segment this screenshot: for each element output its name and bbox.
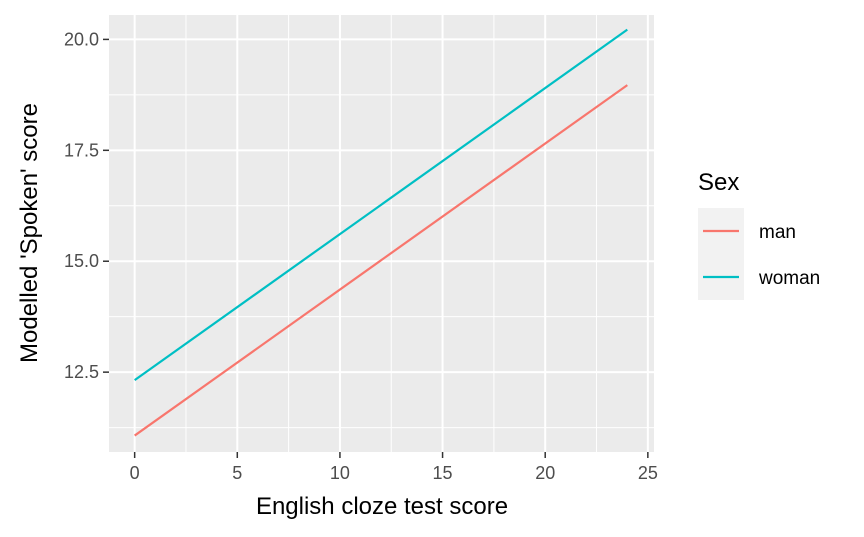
x-axis: 0 5 10 15 20 25 xyxy=(130,452,658,483)
legend-title: Sex xyxy=(698,169,739,196)
legend-label-man: man xyxy=(759,222,796,243)
y-tick-label: 20.0 xyxy=(64,29,99,49)
plot-panel xyxy=(109,15,654,452)
x-tick-label: 15 xyxy=(433,463,453,483)
x-axis-title: English cloze test score xyxy=(256,493,508,520)
y-tick-label: 12.5 xyxy=(64,362,99,382)
series-line-woman xyxy=(134,28,628,382)
legend: Sex man woman xyxy=(698,169,820,300)
series-line-man xyxy=(134,84,628,437)
y-tick-label: 15.0 xyxy=(64,251,99,271)
legend-label-woman: woman xyxy=(758,268,820,289)
y-axis: 12.5 15.0 17.5 20.0 xyxy=(64,29,109,382)
x-tick-label: 25 xyxy=(638,463,658,483)
x-tick-label: 0 xyxy=(130,463,140,483)
x-tick-label: 20 xyxy=(535,463,555,483)
x-tick-label: 5 xyxy=(232,463,242,483)
x-tick-label: 10 xyxy=(330,463,350,483)
grid-minor xyxy=(109,15,654,452)
y-tick-label: 17.5 xyxy=(64,140,99,160)
y-axis-title: Modelled 'Spoken' score xyxy=(16,103,43,363)
series-lines xyxy=(134,28,628,437)
